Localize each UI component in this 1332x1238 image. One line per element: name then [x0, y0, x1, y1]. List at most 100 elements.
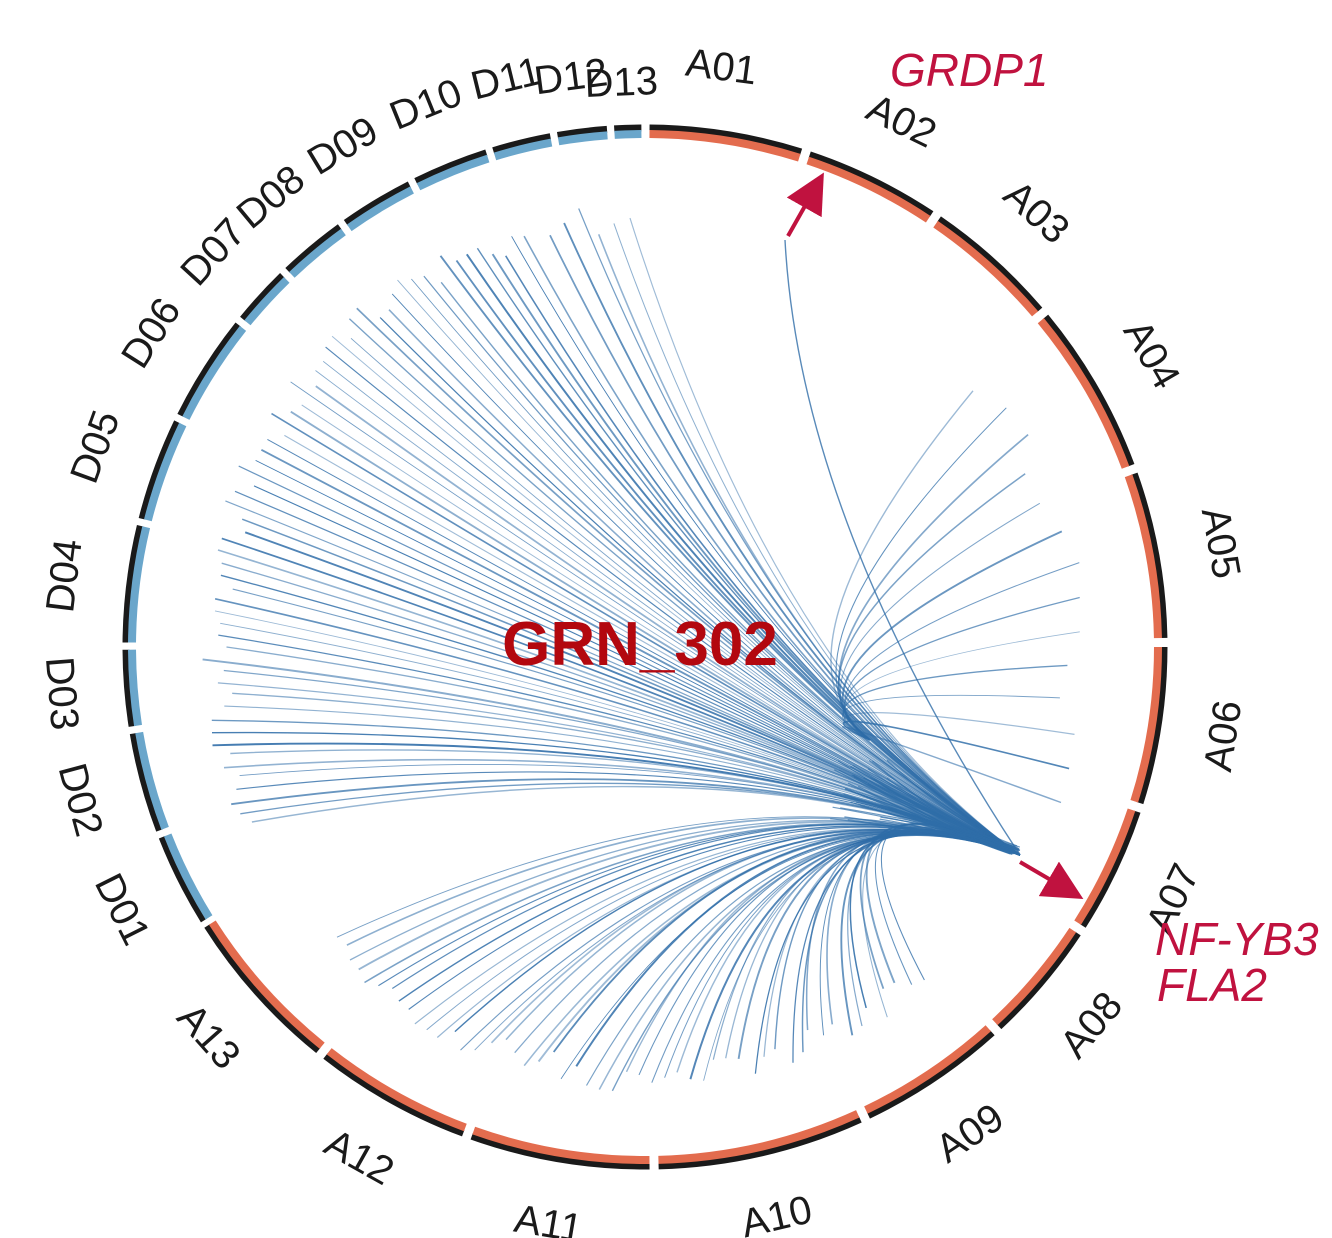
- chromosome-d12: [556, 125, 608, 146]
- gene-label-fla2: FLA2: [1157, 959, 1267, 1011]
- link-edge: [238, 465, 1021, 856]
- chromosome-label-a13: A13: [169, 995, 249, 1077]
- link-edge: [391, 823, 1021, 990]
- link-edge: [832, 806, 1014, 850]
- link-edge: [220, 622, 1021, 856]
- link-edge: [833, 769, 1014, 854]
- chromosome-label-d08: D08: [229, 157, 314, 238]
- chromosome-label-a12: A12: [317, 1121, 401, 1194]
- chromosome-label-a10: A10: [737, 1188, 816, 1238]
- link-edge: [880, 816, 1020, 850]
- link-edge: [613, 223, 1021, 856]
- chromosome-d01: [158, 833, 213, 923]
- link-edge: [578, 208, 1021, 856]
- chromosome-a08: [992, 927, 1081, 1030]
- link-edge: [537, 831, 1021, 1063]
- chromosome-label-a02: A02: [860, 86, 943, 157]
- chromosome-label-d13: D13: [584, 59, 659, 106]
- link-edge: [847, 828, 1021, 1027]
- gene-label-nfyb3: NF-YB3: [1155, 913, 1319, 965]
- link-edge: [841, 530, 1063, 741]
- link-edge: [391, 293, 1021, 856]
- link-edge: [844, 631, 1080, 741]
- link-edge: [388, 309, 1021, 856]
- link-edge: [838, 433, 1029, 741]
- arrow-nfyb3: [1018, 860, 1084, 900]
- chromosome-a05: [1124, 472, 1168, 639]
- chromosome-d10: [414, 149, 490, 191]
- chromosome-a01: [649, 124, 803, 162]
- chromosome-d11: [492, 133, 553, 161]
- link-edge: [218, 634, 1021, 856]
- chromosome-label-a08: A08: [1052, 984, 1132, 1067]
- arrow-grdp1: [786, 172, 824, 237]
- chromosome-label-d01: D01: [86, 867, 158, 952]
- chromosome-a13: [204, 920, 325, 1054]
- link-edge: [325, 346, 1021, 856]
- chromosome-a04: [1037, 314, 1135, 469]
- chromosome-d09: [343, 181, 414, 232]
- link-edge: [597, 234, 1021, 856]
- chromosome-d13: [614, 124, 642, 139]
- link-edge: [301, 404, 1021, 856]
- link-edge: [737, 831, 1021, 1060]
- chromosome-a12: [323, 1048, 467, 1137]
- chromosome-label-a04: A04: [1115, 313, 1189, 397]
- gene-label-grdp1: GRDP1: [890, 44, 1048, 96]
- chromosome-label-d03: D03: [37, 655, 87, 732]
- chromosome-label-a06: A06: [1196, 697, 1250, 774]
- chromosome-label-d12: D12: [532, 50, 610, 103]
- link-edge: [625, 833, 1021, 1073]
- chromosome-label-a05: A05: [1193, 504, 1249, 582]
- chromosome-a02: [806, 151, 934, 223]
- network-title: GRN_302: [502, 610, 778, 679]
- link-edge: [423, 275, 1021, 856]
- link-edge: [290, 410, 1021, 856]
- chromosome-d08: [285, 224, 346, 278]
- chromosome-d05: [138, 420, 187, 522]
- chromosome-label-a03: A03: [995, 172, 1077, 252]
- link-edge: [397, 279, 1021, 856]
- link-edge: [460, 831, 1021, 1051]
- link-edge: [842, 694, 1060, 741]
- chromosome-d02: [129, 731, 169, 832]
- link-edge: [886, 759, 1018, 847]
- link-edge: [378, 823, 1021, 987]
- link-edge: [842, 720, 1070, 770]
- link-edge: [843, 596, 1080, 741]
- chromosome-ring: [122, 124, 1168, 1170]
- link-edge: [867, 768, 1017, 851]
- chromosome-label-d09: D09: [300, 108, 386, 184]
- chromosome-d07: [240, 273, 290, 326]
- chromosome-label-a01: A01: [683, 41, 759, 94]
- chromosome-d04: [122, 525, 151, 643]
- chromosome-a06: [1130, 646, 1168, 805]
- link-edge: [414, 828, 1021, 1025]
- chromosome-label-a11: A11: [511, 1197, 586, 1238]
- link-edge: [505, 255, 1021, 856]
- link-edge: [560, 833, 1021, 1080]
- chromosome-label-d04: D04: [38, 537, 91, 615]
- link-edge: [844, 788, 1012, 851]
- chromosome-a10: [658, 1110, 862, 1170]
- chromosome-d06: [177, 322, 247, 420]
- chromosome-label-d07: D07: [172, 210, 254, 294]
- chromosome-d03: [122, 649, 142, 727]
- chromosome-a09: [864, 1025, 995, 1119]
- link-edge: [857, 785, 1011, 855]
- link-edge: [676, 833, 1021, 1073]
- link-edge: [511, 236, 1021, 856]
- link-edge: [346, 817, 1021, 946]
- link-edge: [842, 664, 1068, 741]
- link-edge: [841, 726, 1062, 804]
- link-ribbons: [202, 208, 1080, 1092]
- chromosome-label-d05: D05: [62, 405, 128, 489]
- link-edge: [211, 719, 1021, 856]
- link-edge: [837, 473, 1026, 741]
- link-edge: [838, 769, 1018, 854]
- chromosome-label-d10: D10: [384, 70, 469, 138]
- chromosome-label-d02: D02: [50, 759, 112, 841]
- chromosome-a07: [1074, 808, 1141, 928]
- chromosome-a11: [470, 1126, 650, 1170]
